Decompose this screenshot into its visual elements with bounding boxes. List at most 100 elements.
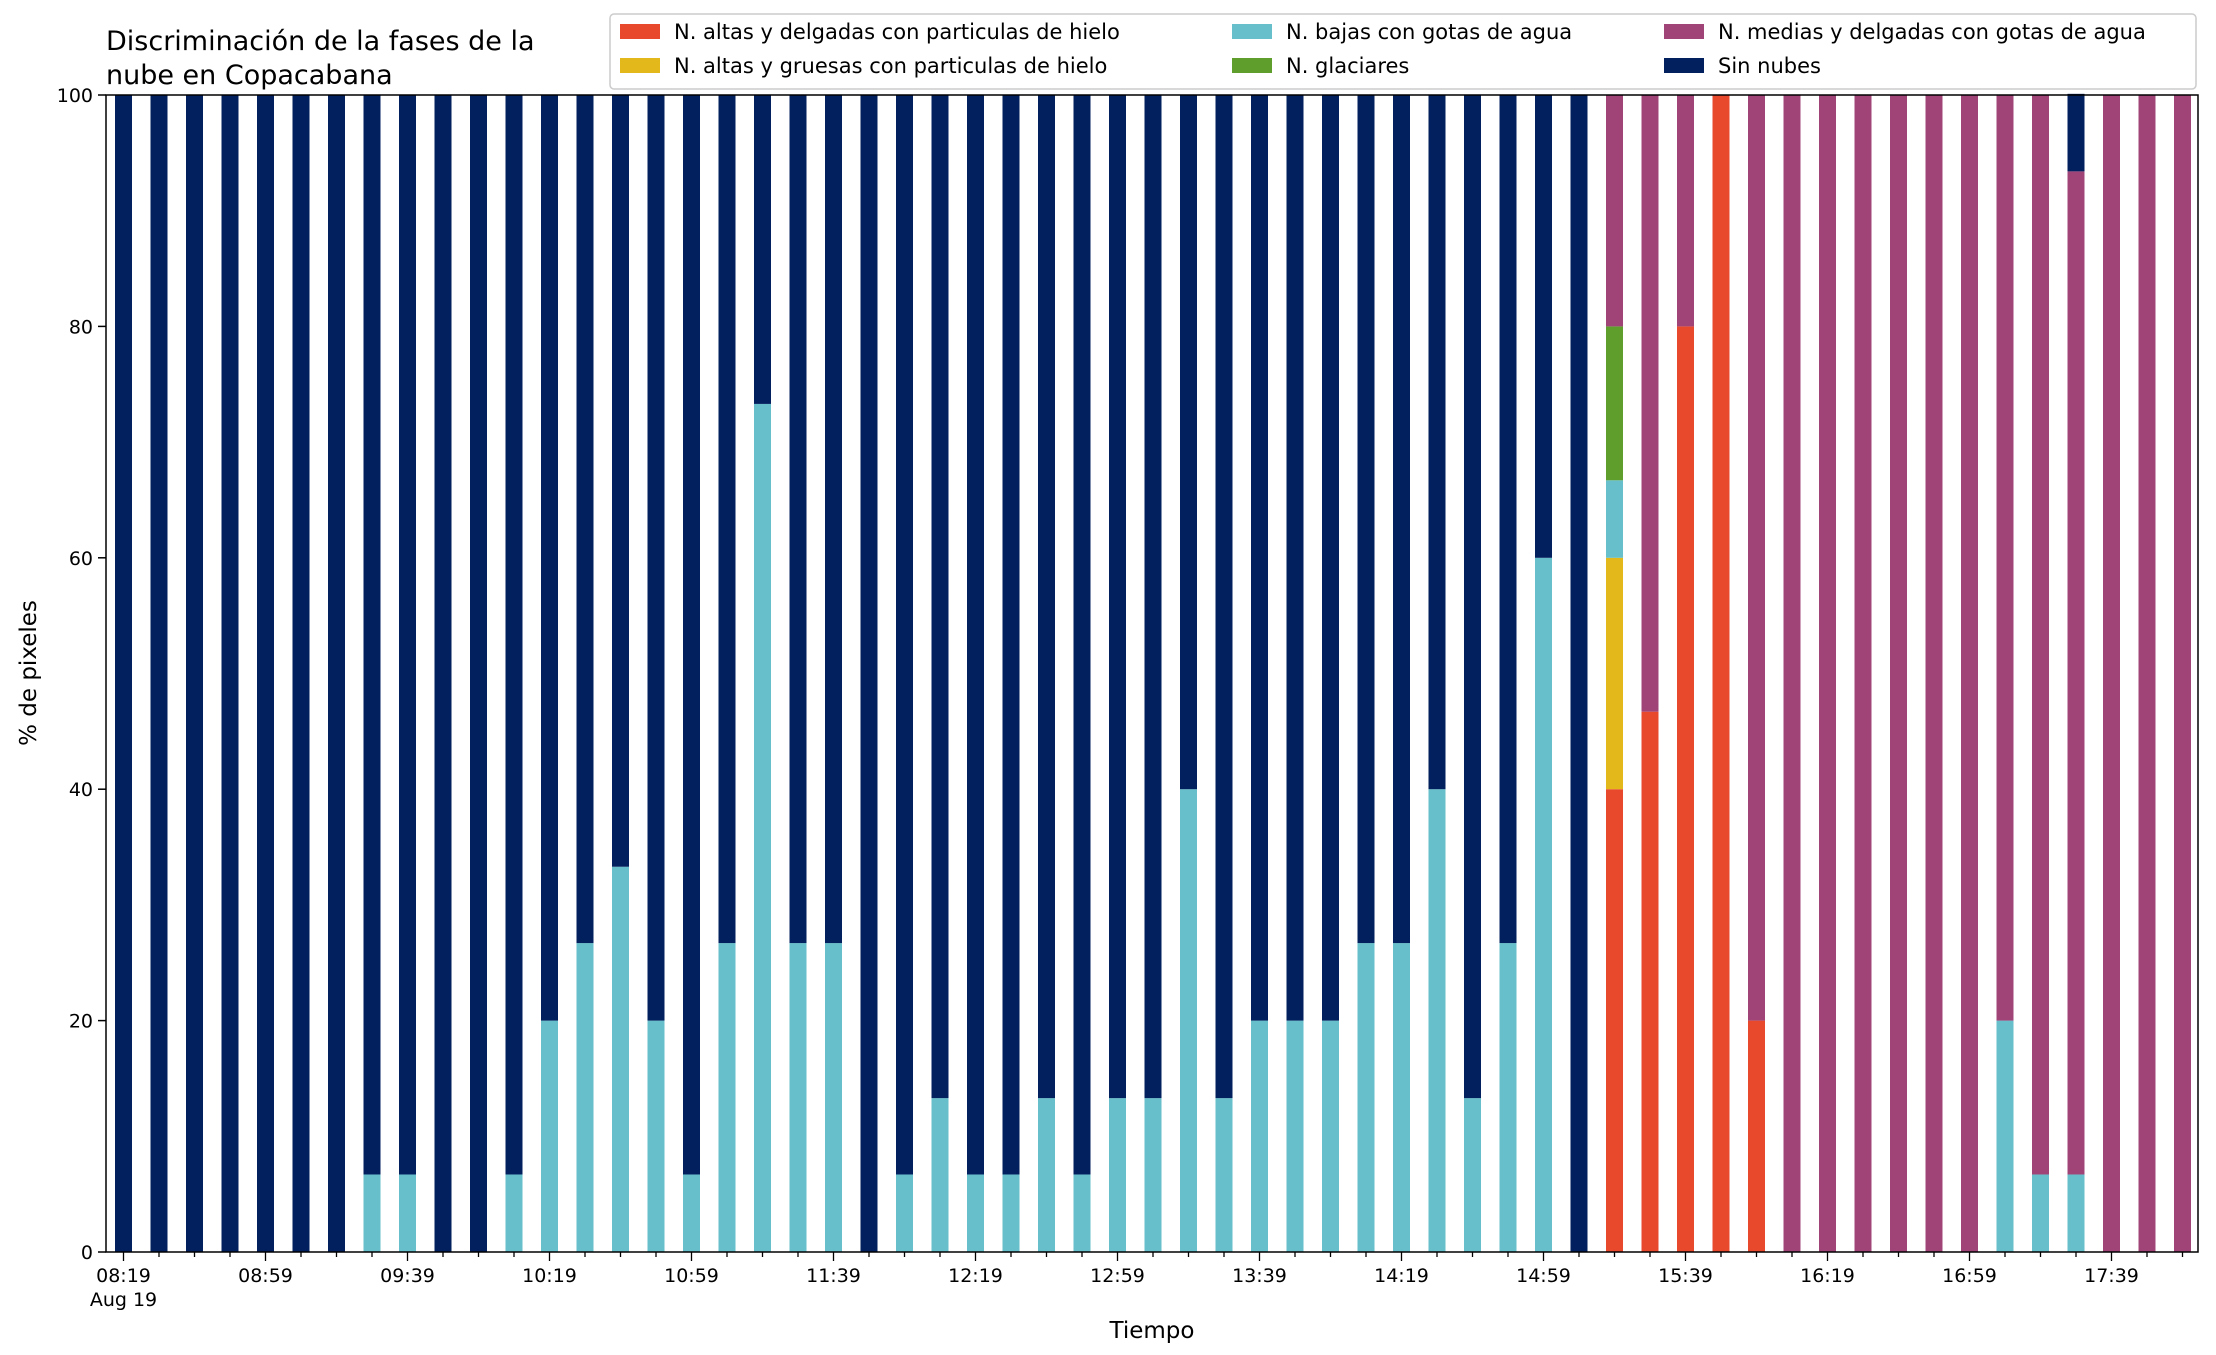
bar-segment-48-series-4 xyxy=(1819,95,1836,1252)
bar-segment-15-series-2 xyxy=(647,1020,665,1252)
bar-segment-43-series-4 xyxy=(1641,95,1659,712)
x-tick-label-14: 17:39 xyxy=(2084,1265,2139,1287)
x-tick-label-11: 15:39 xyxy=(1658,1265,1713,1287)
x-tick-label-3: 10:19 xyxy=(522,1265,577,1287)
bar-segment-33-series-5 xyxy=(1286,95,1304,1021)
y-tick-label-100: 100 xyxy=(57,85,93,107)
legend-label-3: N. glaciares xyxy=(1286,54,1409,78)
legend-swatch-0 xyxy=(620,24,660,39)
bar-segment-51-series-4 xyxy=(1925,95,1943,1252)
bar-segment-54-series-4 xyxy=(2032,95,2049,1175)
bar-segment-25-series-5 xyxy=(1002,95,1020,1175)
bars-group xyxy=(115,93,2191,1252)
legend-label-1: N. altas y gruesas con particulas de hie… xyxy=(674,54,1107,78)
x-axis: 08:19 08:59 09:39 10:19 10:59 11:39 12:19 12:59… xyxy=(90,1252,2184,1311)
y-axis: 0 20 40 60 80 100 xyxy=(57,85,106,1264)
bar-segment-23-series-2 xyxy=(931,1098,949,1252)
y-tick-label-20: 20 xyxy=(69,1011,93,1033)
bar-segment-13-series-5 xyxy=(576,95,594,944)
bar-segment-12-series-5 xyxy=(541,95,558,1021)
legend-swatch-4 xyxy=(1664,24,1704,39)
x-tick-label-2: 09:39 xyxy=(380,1265,435,1287)
bar-segment-24-series-5 xyxy=(967,95,984,1175)
bar-segment-30-series-2 xyxy=(1180,789,1197,1252)
bar-segment-25-series-2 xyxy=(1002,1174,1020,1252)
legend-label-5: Sin nubes xyxy=(1718,54,1821,78)
y-tick-label-80: 80 xyxy=(69,316,93,338)
bar-segment-29-series-5 xyxy=(1144,95,1162,1099)
bar-segment-40-series-2 xyxy=(1535,557,1552,1252)
bar-segment-45-series-0 xyxy=(1712,95,1730,1252)
bar-segment-50-series-4 xyxy=(1890,95,1907,1252)
bar-segment-20-series-5 xyxy=(825,95,842,944)
bar-segment-7-series-2 xyxy=(363,1174,381,1252)
bar-segment-22-series-2 xyxy=(896,1174,913,1252)
x-tick-label-12: 16:19 xyxy=(1800,1265,1855,1287)
x-tick-label-6: 12:19 xyxy=(948,1265,1003,1287)
bar-segment-46-series-4 xyxy=(1748,95,1765,1021)
bar-segment-33-series-2 xyxy=(1286,1020,1304,1252)
bar-segment-36-series-2 xyxy=(1393,943,1410,1252)
bar-segment-40-series-5 xyxy=(1535,95,1552,558)
bar-segment-55-series-5 xyxy=(2067,93,2085,172)
bar-segment-15-series-5 xyxy=(647,95,665,1021)
x-tick-label-7: 12:59 xyxy=(1090,1265,1145,1287)
bar-segment-32-series-2 xyxy=(1251,1020,1268,1252)
legend-label-2: N. bajas con gotas de agua xyxy=(1286,20,1572,44)
bar-segment-13-series-2 xyxy=(576,943,594,1252)
bar-segment-42-series-2 xyxy=(1606,480,1623,558)
bar-segment-46-series-0 xyxy=(1748,1020,1765,1252)
y-tick-label-40: 40 xyxy=(69,779,93,801)
legend: N. altas y delgadas con particulas de hi… xyxy=(609,13,2197,90)
chart-title-line2: nube en Copacabana xyxy=(106,60,393,91)
bar-segment-56-series-4 xyxy=(2103,95,2120,1252)
bar-segment-32-series-5 xyxy=(1251,95,1268,1021)
bar-segment-22-series-5 xyxy=(896,95,913,1175)
legend-label-4: N. medias y delgadas con gotas de agua xyxy=(1718,20,2146,44)
bar-segment-53-series-4 xyxy=(1996,95,2014,1021)
bar-segment-34-series-5 xyxy=(1322,95,1339,1021)
bar-segment-30-series-5 xyxy=(1180,95,1197,790)
y-axis-label: % de pixeles xyxy=(16,600,42,746)
bar-segment-31-series-5 xyxy=(1215,95,1233,1099)
y-tick-label-0: 0 xyxy=(81,1242,93,1264)
x-date-label: Aug 19 xyxy=(90,1289,157,1311)
plot-frame xyxy=(105,94,2199,1253)
bar-segment-4-series-5 xyxy=(257,95,274,1252)
bar-segment-12-series-2 xyxy=(541,1020,558,1252)
bar-segment-8-series-5 xyxy=(399,95,416,1175)
bar-segment-38-series-2 xyxy=(1464,1098,1481,1252)
bar-segment-58-series-4 xyxy=(2174,95,2191,1252)
bar-segment-23-series-5 xyxy=(931,95,949,1099)
bar-segment-39-series-5 xyxy=(1499,95,1517,944)
bar-segment-37-series-2 xyxy=(1428,789,1446,1252)
bar-segment-14-series-2 xyxy=(612,866,629,1252)
bar-segment-47-series-4 xyxy=(1783,95,1801,1252)
bar-segment-44-series-0 xyxy=(1677,326,1694,1252)
bar-segment-0-series-5 xyxy=(115,95,132,1252)
bar-segment-19-series-2 xyxy=(789,943,807,1252)
legend-swatch-1 xyxy=(620,58,660,73)
bar-segment-42-series-0 xyxy=(1606,789,1623,1252)
bar-segment-54-series-2 xyxy=(2032,1174,2049,1252)
bar-segment-52-series-4 xyxy=(1961,95,1978,1252)
bar-segment-28-series-5 xyxy=(1109,95,1126,1099)
x-tick-label-4: 10:59 xyxy=(664,1265,719,1287)
bar-segment-26-series-5 xyxy=(1038,95,1055,1099)
bar-segment-16-series-2 xyxy=(683,1174,700,1252)
bar-segment-43-series-0 xyxy=(1641,711,1659,1252)
legend-swatch-3 xyxy=(1232,58,1272,73)
x-tick-label-8: 13:39 xyxy=(1232,1265,1287,1287)
bar-segment-24-series-2 xyxy=(967,1174,984,1252)
bar-segment-17-series-5 xyxy=(718,95,736,944)
bar-segment-16-series-5 xyxy=(683,95,700,1175)
bar-segment-34-series-2 xyxy=(1322,1020,1339,1252)
bar-segment-26-series-2 xyxy=(1038,1098,1055,1252)
bar-segment-8-series-2 xyxy=(399,1174,416,1252)
bar-segment-17-series-2 xyxy=(718,943,736,1252)
bar-segment-10-series-5 xyxy=(470,95,487,1252)
bar-segment-44-series-4 xyxy=(1677,95,1694,327)
bar-segment-41-series-5 xyxy=(1570,95,1588,1252)
bar-segment-20-series-2 xyxy=(825,943,842,1252)
